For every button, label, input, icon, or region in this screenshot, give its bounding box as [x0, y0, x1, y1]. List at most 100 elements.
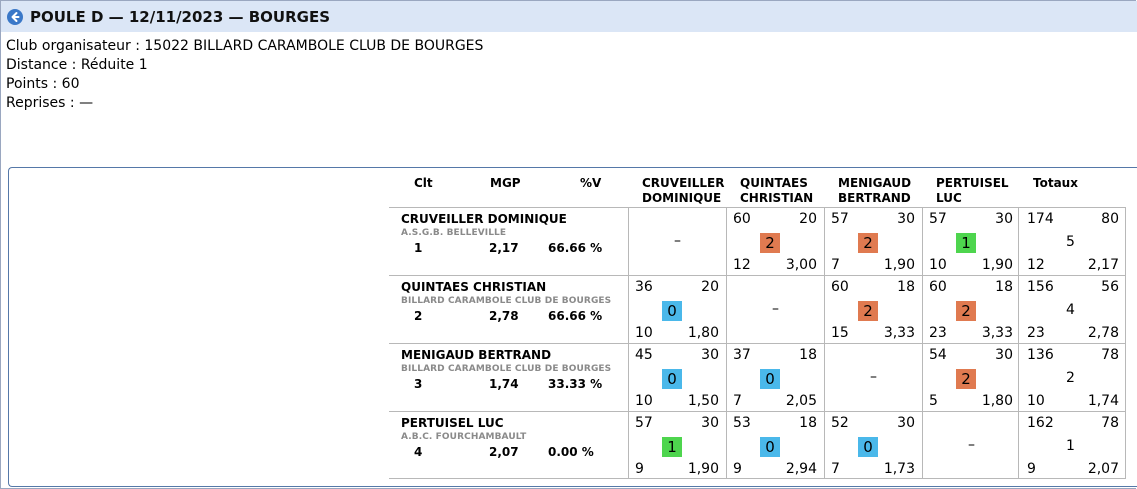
average: 3,33	[883, 325, 915, 341]
average: 2,94	[785, 461, 817, 477]
points-scored: 52	[831, 415, 849, 431]
points-scored: 60	[733, 211, 751, 227]
match-cell: –	[727, 277, 824, 344]
self-match-dash: –	[968, 437, 975, 453]
points-target: 18	[799, 415, 817, 431]
header-totaux: Totaux	[1033, 176, 1078, 190]
row-divider	[389, 343, 1126, 344]
total-average: 2,78	[1087, 325, 1119, 341]
points-target: 20	[799, 211, 817, 227]
col-divider	[824, 207, 825, 479]
average: 1,90	[883, 257, 915, 273]
innings: 10	[635, 325, 653, 341]
points-target: 20	[701, 279, 719, 295]
player-mgp: 2,17	[489, 241, 519, 255]
innings: 12	[733, 257, 751, 273]
match-points-badge: 0	[662, 301, 682, 321]
total-target: 78	[1101, 415, 1119, 431]
col-divider	[628, 207, 629, 479]
innings: 10	[929, 257, 947, 273]
points-target: 30	[897, 211, 915, 227]
row-divider	[389, 207, 1126, 208]
player-pct: 33.33 %	[548, 377, 603, 391]
header-player-line: QUINTAES	[740, 176, 808, 190]
player-club: BILLARD CARAMBOLE CLUB DE BOURGES	[401, 364, 612, 374]
row-divider	[389, 275, 1126, 276]
match-points-badge: 1	[956, 233, 976, 253]
average: 3,33	[981, 325, 1013, 341]
match-cell: 57 30 2 7 1,90	[825, 209, 922, 276]
match-cell: –	[825, 345, 922, 412]
header-mgp: MGP	[490, 176, 521, 190]
player-rank: 4	[414, 445, 423, 459]
total-target: 80	[1101, 211, 1119, 227]
totals-cell: 156 56 4 23 2,78	[1019, 277, 1125, 344]
total-match-points: 5	[1066, 234, 1075, 250]
points-scored: 54	[929, 347, 947, 363]
total-innings: 9	[1027, 461, 1036, 477]
points-target: 30	[701, 347, 719, 363]
points-scored: 60	[929, 279, 947, 295]
header-player-line: CRUVEILLER	[642, 176, 725, 190]
col-divider	[1125, 207, 1126, 479]
points-scored: 57	[831, 211, 849, 227]
points: Points : 60	[6, 76, 80, 92]
total-average: 2,07	[1087, 461, 1119, 477]
points-scored: 53	[733, 415, 751, 431]
player-rank: 1	[414, 241, 423, 255]
points-scored: 57	[929, 211, 947, 227]
average: 1,90	[687, 461, 719, 477]
average: 1,50	[687, 393, 719, 409]
total-match-points: 2	[1066, 370, 1075, 386]
match-cell: 57 30 1 9 1,90	[629, 413, 726, 480]
points-scored: 45	[635, 347, 653, 363]
innings: 7	[831, 461, 840, 477]
player-mgp: 2,07	[489, 445, 519, 459]
row-divider	[389, 478, 1126, 479]
player-club: BILLARD CARAMBOLE CLUB DE BOURGES	[401, 296, 612, 306]
points-target: 18	[799, 347, 817, 363]
player-rank: 2	[414, 309, 423, 323]
row-divider	[389, 411, 1126, 412]
innings: 9	[733, 461, 742, 477]
reprises: Reprises : —	[6, 95, 94, 111]
total-innings: 10	[1027, 393, 1045, 409]
match-cell: –	[923, 413, 1020, 480]
header-player-line: DOMINIQUE	[642, 191, 722, 205]
player-mgp: 1,74	[489, 377, 519, 391]
header-player-2: QUINTAES CHRISTIAN	[740, 176, 813, 206]
innings: 5	[929, 393, 938, 409]
match-cell: 60 20 2 12 3,00	[727, 209, 824, 276]
match-points-badge: 2	[760, 233, 780, 253]
points-target: 30	[995, 347, 1013, 363]
innings: 9	[635, 461, 644, 477]
total-match-points: 4	[1066, 302, 1075, 318]
match-points-badge: 1	[662, 437, 682, 457]
total-points: 156	[1027, 279, 1054, 295]
col-divider	[726, 207, 727, 479]
col-divider	[922, 207, 923, 479]
match-points-badge: 2	[956, 301, 976, 321]
header-player-line: BERTRAND	[838, 191, 911, 205]
match-cell: 57 30 1 10 1,90	[923, 209, 1020, 276]
match-points-badge: 0	[858, 437, 878, 457]
points-scored: 37	[733, 347, 751, 363]
total-points: 136	[1027, 347, 1054, 363]
total-points: 174	[1027, 211, 1054, 227]
total-target: 56	[1101, 279, 1119, 295]
match-cell: 52 30 0 7 1,73	[825, 413, 922, 480]
player-name: QUINTAES CHRISTIAN	[401, 280, 547, 294]
match-points-badge: 0	[662, 369, 682, 389]
points-target: 30	[897, 415, 915, 431]
points-scored: 36	[635, 279, 653, 295]
average: 1,73	[883, 461, 915, 477]
totals-cell: 136 78 2 10 1,74	[1019, 345, 1125, 412]
arrow-left-circle-icon[interactable]	[7, 9, 23, 25]
player-club: A.B.C. FOURCHAMBAULT	[401, 432, 527, 442]
match-points-badge: 0	[760, 369, 780, 389]
player-pct: 0.00 %	[548, 445, 594, 459]
innings: 7	[831, 257, 840, 273]
match-cell: –	[629, 209, 726, 276]
points-scored: 60	[831, 279, 849, 295]
club-organizer: Club organisateur : 15022 BILLARD CARAMB…	[6, 38, 484, 54]
